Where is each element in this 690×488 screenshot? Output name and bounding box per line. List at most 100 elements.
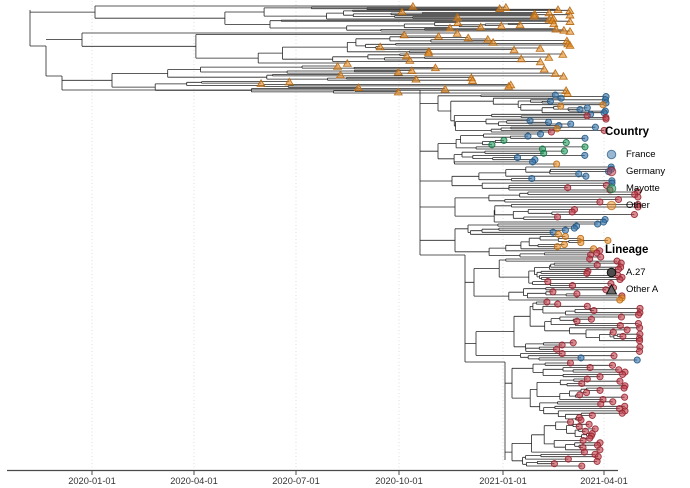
tip-marker-germany [580,448,588,456]
tip-marker-mayotte [560,147,568,155]
tip-marker-germany [578,379,586,388]
tip-marker-other [393,67,403,76]
tip-marker-germany [582,389,591,397]
tip-marker-germany [636,337,644,345]
tip-marker-mayotte [562,139,570,147]
tree-branches [29,5,640,467]
tip-marker-france [526,117,534,125]
legend-country: Country France Germany Mayotte Other [605,125,665,214]
tip-marker-other [539,64,549,73]
legend-country-items: France Germany Mayotte Other [605,146,665,214]
tip-marker-other [445,23,455,32]
tip-marker-other [408,1,418,10]
tip-marker-france [583,104,591,112]
tip-marker-other [535,43,545,52]
tip-marker-germany [635,347,644,355]
tip-marker-germany [586,364,594,372]
tip-marker-france [577,354,585,362]
tip-marker-other [353,83,364,92]
tip-marker-germany [619,370,627,378]
tip-marker-other [544,52,554,61]
tip-marker-france [570,224,578,232]
tip-marker-germany [593,261,601,269]
tip-marker-germany [575,423,583,431]
tip-marker-germany [576,391,584,399]
legend-item-label: Germany [626,166,666,177]
tip-marker-france [633,356,641,364]
tip-marker-other [375,42,385,51]
x-tick-label: 2021-01-01 [479,476,527,486]
tip-marker-germany [615,366,623,374]
tip-marker-france [546,97,554,105]
tip-marker-germany [590,307,598,315]
tip-marker-other [551,24,561,33]
tip-marker-other [515,20,525,29]
legend-lineage-title: Lineage [605,244,649,256]
tip-marker-germany [609,398,617,406]
tip-marker-other [256,78,266,87]
tip-marker-other [565,17,575,25]
tip-marker-other [604,236,612,245]
tip-marker-germany [586,255,594,263]
tip-marker-germany [578,462,586,470]
tip-marker-france [513,154,522,162]
tip-marker-other [483,34,493,43]
tip-marker-other [393,87,403,96]
legend-item-label: Other A [626,284,659,295]
tip-marker-france [582,172,590,180]
tip-marker-other [476,22,486,31]
tip-marker-germany [620,384,628,392]
tip-marker-other [453,18,463,27]
tip-marker-germany [566,359,574,367]
tip-marker-other [553,125,561,133]
tip-marker-germany [600,126,608,134]
tip-marker-mayotte [540,149,548,157]
tip-marker-other [332,61,343,70]
tip-marker-other [565,26,575,35]
tip-marker-other [535,57,545,66]
legend-lineage-items: A.27 Other A [605,264,658,298]
tip-marker-germany [596,446,604,454]
tip-marker-germany [596,386,604,394]
tip-marker-germany [602,115,610,123]
tip-marker-other [423,48,434,57]
tip-marker-germany [634,203,642,211]
tip-marker-germany [636,324,644,332]
tip-marker-germany [558,350,566,358]
tip-marker-germany [619,332,627,340]
tip-marker-germany [621,393,629,401]
legend-item-germany: Germany [605,163,665,180]
tip-marker-other [577,239,585,247]
legend-item-label: Other [626,200,650,211]
tip-marker-france [576,105,584,114]
tip-marker-germany [568,208,576,216]
tip-marker-germany [564,455,572,463]
tip-marker-other [529,11,539,20]
x-tick-label: 2020-07-01 [272,476,320,486]
legend-item-france: France [605,146,665,163]
tip-marker-germany [568,282,577,290]
tip-marker-other [561,232,569,240]
tip-marker-germany [581,427,589,435]
tip-marker-other [557,102,565,110]
legend-swatch-circle [606,149,617,160]
tip-marker-germany [558,341,566,349]
tip-marker-other [559,25,569,34]
tip-marker-france [591,123,599,131]
tip-marker-germany [544,278,552,286]
tip-marker-germany [553,213,562,221]
tip-marker-germany [623,326,631,334]
tip-marker-other [495,4,505,12]
tip-marker-other [553,160,561,168]
tip-marker-other [554,230,562,238]
legend-item-other-a: Other A [605,281,658,298]
tip-marker-germany [553,345,561,353]
tip-marker-germany [586,434,594,442]
legend-swatch-circle [606,183,617,194]
tip-marker-france [575,170,583,178]
tip-marker-germany [608,361,617,369]
tip-marker-other [553,5,563,14]
tip-marker-other [467,76,478,84]
tip-marker-other [284,77,294,86]
tip-marker-france [599,218,608,226]
